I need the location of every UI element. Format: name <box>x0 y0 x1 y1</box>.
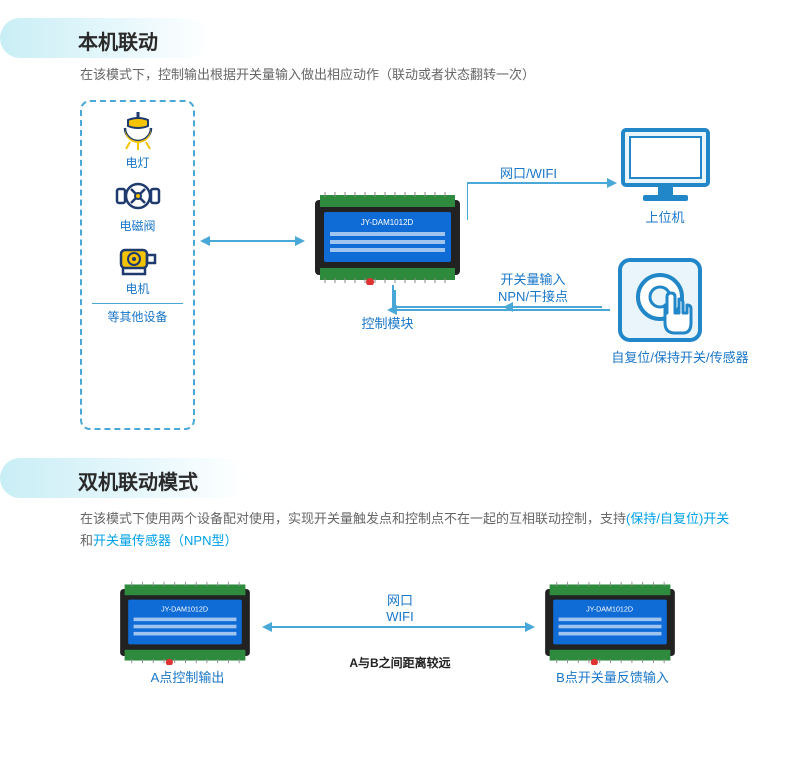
section2-title: 双机联动模式 <box>70 458 198 503</box>
arrow-devices-module <box>200 232 305 250</box>
other-devices-label: 等其他设备 <box>82 308 193 325</box>
svg-text:JY-DAM1012D: JY-DAM1012D <box>586 605 633 613</box>
device-motor: 电机 <box>82 238 193 297</box>
section1-title: 本机联动 <box>70 18 158 63</box>
pc-label: 上位机 <box>610 207 720 226</box>
control-module: JY-DAM1012D 控制模块 <box>310 190 465 290</box>
control-module-icon: JY-DAM1012D <box>310 190 465 285</box>
arrow-sensor-module-svg <box>385 285 610 325</box>
module-model-text: JY-DAM1012D <box>361 218 414 227</box>
section-local-linkage: 本机联动 在该模式下，控制输出根据开关量输入做出相应动作（联动或者状态翻转一次）… <box>0 0 790 430</box>
arrow-module-pc <box>467 170 617 220</box>
module-b-label: B点开关量反馈输入 <box>540 667 685 686</box>
module-a-icon: JY-DAM1012D <box>115 580 255 665</box>
module-b: JY-DAM1012D B点开关量反馈输入 <box>540 580 685 686</box>
arrow-module-a-b <box>262 618 535 636</box>
monitor-icon <box>618 125 713 205</box>
sensor-label: 自复位/保持开关/传感器 <box>605 347 755 366</box>
motor-label: 电机 <box>82 280 193 297</box>
desc2-pre: 在该模式下使用两个设备配对使用，实现开关量触发点和控制点不在一起的互相联动控制，… <box>80 511 626 526</box>
device-valve: 电磁阀 <box>82 175 193 234</box>
device-lamp: 电灯 <box>82 112 193 171</box>
desc2-hl1: (保持/自复位)开关 <box>626 511 729 526</box>
mid-conn-distance: A与B之间距离较远 <box>330 654 470 671</box>
svg-text:JY-DAM1012D: JY-DAM1012D <box>161 605 208 613</box>
switch-sensor: 自复位/保持开关/传感器 <box>605 255 755 366</box>
host-computer: 上位机 <box>610 125 720 226</box>
section1-desc: 在该模式下，控制输出根据开关量输入做出相应动作（联动或者状态翻转一次） <box>80 64 730 83</box>
module-a-label: A点控制输出 <box>115 667 260 686</box>
device-divider <box>92 303 183 304</box>
module-b-icon: JY-DAM1012D <box>540 580 680 665</box>
mid-conn-line1: 网口 <box>330 590 470 609</box>
section-dual-linkage: 双机联动模式 在该模式下使用两个设备配对使用，实现开关量触发点和控制点不在一起的… <box>0 450 790 750</box>
desc2-mid: 和 <box>80 533 93 548</box>
valve-icon <box>113 175 163 217</box>
module-a: JY-DAM1012D A点控制输出 <box>115 580 260 686</box>
desc2-hl2: 开关量传感器（NPN型） <box>93 533 237 548</box>
motor-icon <box>113 238 163 280</box>
valve-label: 电磁阀 <box>82 217 193 234</box>
lamp-label: 电灯 <box>82 154 193 171</box>
lamp-icon <box>113 112 163 154</box>
button-press-icon <box>615 255 705 345</box>
section2-desc: 在该模式下使用两个设备配对使用，实现开关量触发点和控制点不在一起的互相联动控制，… <box>80 508 740 552</box>
device-list-box: 电灯 电磁阀 <box>80 100 195 430</box>
